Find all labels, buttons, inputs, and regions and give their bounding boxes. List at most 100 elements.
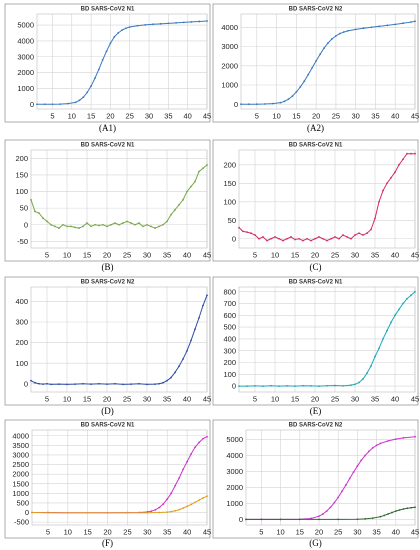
data-point — [271, 102, 274, 105]
data-point — [206, 294, 208, 297]
panel-7: BD SARS-CoV2 N1-500050010001500200025003… — [4, 419, 211, 539]
x-tick-label: 10 — [68, 112, 76, 121]
x-tick-label: 5 — [253, 395, 257, 404]
data-point — [170, 376, 172, 379]
x-tick-label: 30 — [351, 395, 359, 404]
data-point — [202, 497, 204, 499]
data-point — [334, 384, 336, 387]
data-point — [86, 511, 89, 514]
data-point — [190, 185, 192, 188]
data-point — [248, 103, 250, 106]
data-point — [198, 20, 201, 23]
plot-area — [238, 286, 416, 393]
chart-title: BD SARS-CoV2 N2 — [289, 423, 343, 429]
y-tick-label: 0 — [24, 379, 28, 388]
y-tick-label: 3000 — [17, 52, 34, 61]
data-point — [98, 382, 100, 385]
data-point — [337, 518, 340, 521]
data-point — [174, 484, 177, 487]
x-tick-label: 25 — [334, 528, 342, 537]
data-point — [182, 507, 185, 510]
x-tick-label: 25 — [332, 112, 340, 121]
data-point — [190, 503, 192, 506]
chart-title: BD SARS-CoV2 N2 — [289, 7, 343, 13]
data-point — [170, 510, 173, 513]
data-point — [122, 222, 124, 224]
series-line-1 — [37, 20, 208, 105]
data-point — [30, 198, 32, 201]
chart-title: BD SARS-CoV2 N1 — [289, 143, 343, 149]
x-tick-label: 5 — [255, 112, 259, 121]
data-point — [238, 385, 240, 388]
x-tick-label: 20 — [103, 528, 111, 537]
x-tick-label: 10 — [276, 528, 284, 537]
x-tick-label: 15 — [83, 251, 91, 260]
data-point — [138, 222, 140, 224]
data-point — [270, 237, 272, 240]
y-tick-label: 0 — [30, 100, 34, 109]
data-point — [166, 511, 169, 514]
y-tick-label: 100 — [223, 370, 236, 379]
data-point — [342, 384, 344, 387]
data-point — [126, 511, 129, 514]
x-tick-label: 35 — [372, 528, 380, 537]
data-point — [414, 152, 416, 155]
y-tick-label: 2000 — [12, 470, 29, 479]
data-point — [159, 22, 162, 25]
data-point — [325, 510, 328, 513]
data-point — [126, 220, 128, 223]
data-point — [86, 222, 88, 224]
x-tick-label: 35 — [371, 395, 379, 404]
data-point — [186, 460, 189, 463]
data-point — [414, 506, 416, 509]
x-tick-label: 15 — [291, 251, 299, 260]
data-point — [394, 23, 397, 26]
x-tick-label: 25 — [331, 395, 339, 404]
data-point — [278, 385, 280, 388]
data-point — [166, 498, 169, 500]
data-point — [240, 103, 242, 106]
data-point — [379, 442, 382, 445]
data-point — [162, 223, 164, 226]
data-point — [286, 237, 288, 240]
data-point — [114, 382, 116, 385]
x-tick-label: 5 — [46, 528, 50, 537]
x-tick-label: 15 — [87, 112, 95, 121]
x-tick-label: 40 — [183, 395, 191, 404]
x-tick-label: 10 — [271, 251, 279, 260]
data-point — [158, 382, 160, 385]
y-tick-label: 150 — [15, 171, 28, 180]
y-tick-label: -50 — [17, 237, 28, 246]
data-point — [318, 385, 320, 388]
data-point — [358, 381, 360, 384]
data-point — [319, 53, 321, 56]
panel-5: BD SARS-CoV2 N2 0 100 200 300 400 5 10 15 20 25 30 3… — [4, 276, 211, 406]
y-tick-label: 400 — [223, 335, 236, 344]
data-point — [287, 98, 290, 101]
data-point — [326, 239, 328, 242]
data-point — [66, 225, 68, 228]
data-point — [190, 21, 193, 23]
data-point — [291, 95, 294, 98]
data-point — [391, 511, 393, 514]
data-point — [118, 223, 120, 226]
data-point — [74, 226, 76, 229]
x-tick-label: 30 — [143, 395, 151, 404]
data-point — [382, 338, 384, 340]
chart-title: BD SARS-CoV2 N1 — [81, 7, 135, 13]
data-point — [206, 164, 208, 166]
data-point — [158, 506, 161, 509]
y-tick-label: 3000 — [221, 42, 238, 51]
data-point — [290, 236, 292, 238]
panel-2: BD SARS-CoV2 N2 0 1000 2000 3000 4000 5 10 15 20 2… — [212, 3, 419, 123]
y-tick-label: 1500 — [12, 479, 29, 488]
data-point — [302, 239, 304, 242]
chart-title: BD SARS-CoV2 N2 — [81, 280, 135, 286]
data-point — [152, 23, 154, 26]
data-point — [82, 382, 84, 385]
x-tick-label: 35 — [164, 112, 172, 121]
data-point — [406, 152, 408, 155]
x-tick-label: 25 — [126, 112, 134, 121]
data-point — [42, 217, 44, 220]
